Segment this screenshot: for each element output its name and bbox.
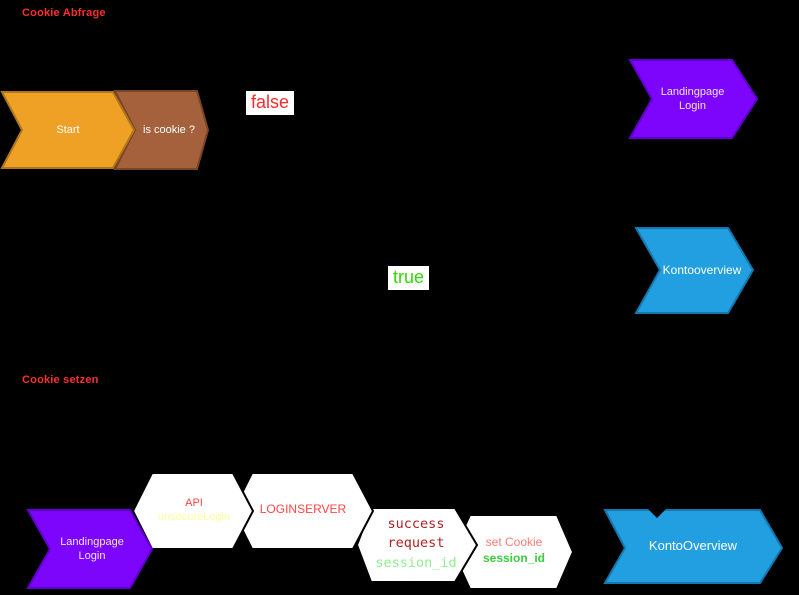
- branch-label-false: false: [246, 91, 295, 115]
- section-heading-cookie-setzen: Cookie setzen: [22, 374, 99, 386]
- start-chevron-shape: [0, 91, 136, 169]
- success-request-hexagon-shape: [355, 507, 479, 583]
- connector-arrowhead-polygon: [648, 509, 666, 518]
- api-hexagon-shape: [131, 472, 255, 550]
- landingpage-top-chevron-polygon: [628, 59, 759, 139]
- landingpage-bottom-chevron-shape: [26, 509, 154, 589]
- start-chevron-polygon: [0, 91, 136, 169]
- landingpage-top-chevron-shape: [628, 59, 759, 139]
- landingpage-bottom-chevron-polygon: [26, 509, 154, 589]
- kontooverview-top-chevron-polygon: [634, 227, 755, 314]
- kontooverview-bottom-chevron-polygon: [603, 509, 784, 584]
- api-hexagon-polygon: [131, 472, 255, 550]
- branch-label-true: true: [388, 266, 430, 290]
- kontooverview-bottom-chevron-shape: [603, 509, 784, 584]
- connector-arrowhead-icon: [648, 509, 666, 518]
- success-request-hexagon-polygon: [355, 507, 479, 583]
- section-heading-cookie-abfrage: Cookie Abfrage: [22, 7, 106, 19]
- kontooverview-top-chevron-shape: [634, 227, 755, 314]
